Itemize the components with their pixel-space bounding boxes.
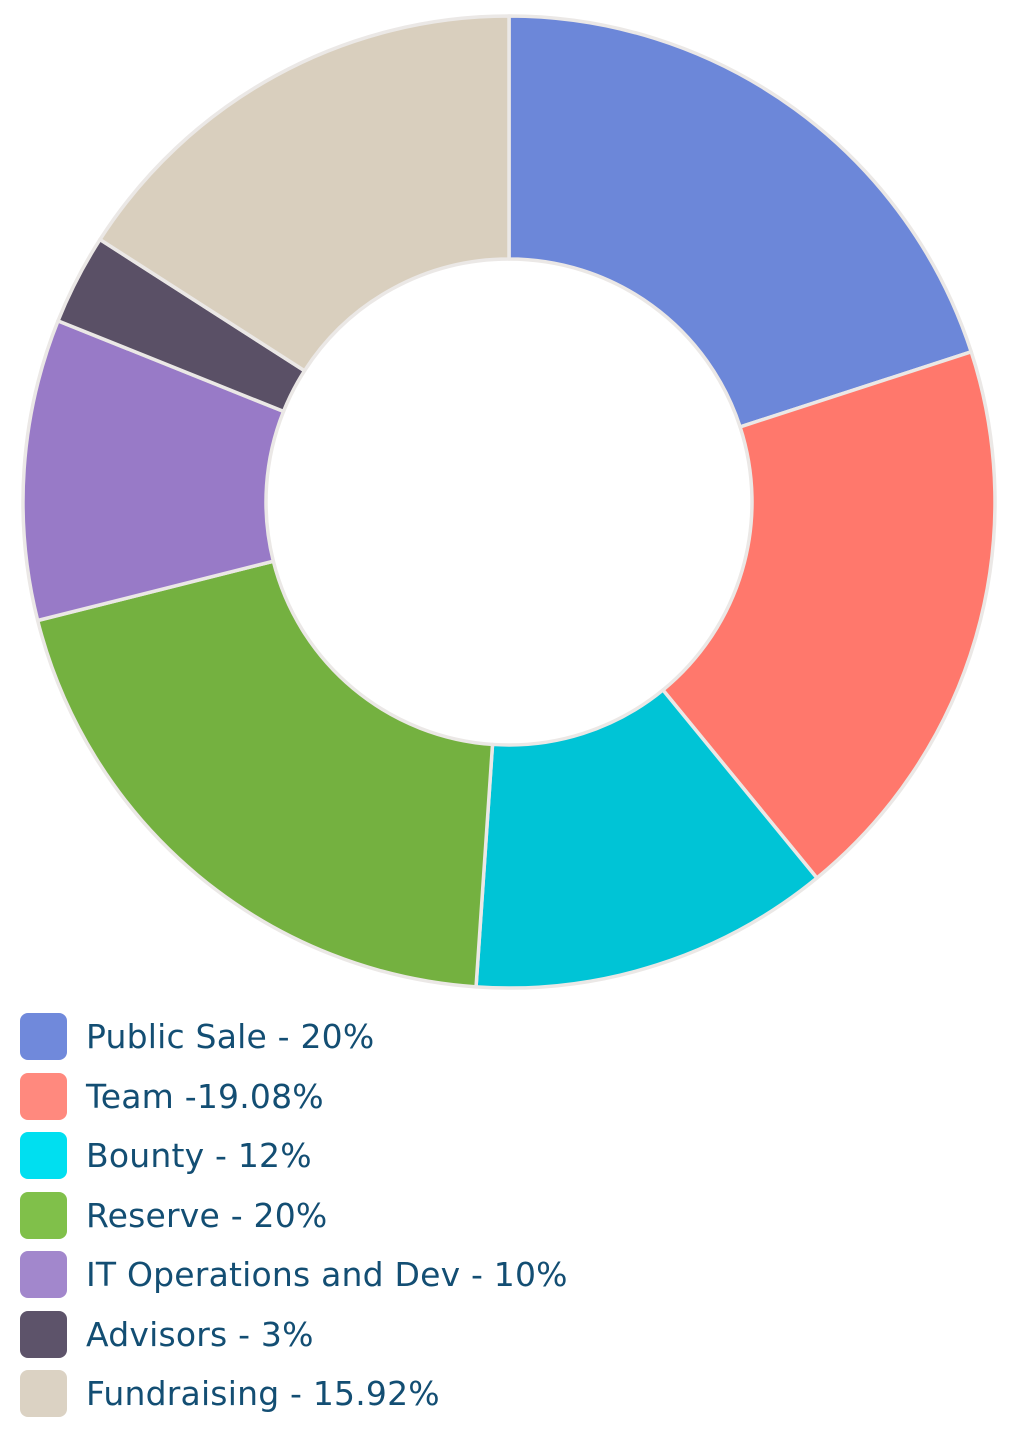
legend-label: IT Operations and Dev - 10%: [86, 1255, 568, 1295]
legend-swatch: [20, 1251, 67, 1299]
donut-chart: [21, 14, 997, 990]
donut-slice-public[interactable]: [507, 14, 973, 429]
legend: Public Sale - 20% Team -19.08% Bounty - …: [20, 1007, 568, 1424]
donut-slice-fundraising[interactable]: [98, 14, 511, 373]
legend-swatch: [20, 1132, 67, 1180]
legend-label: Reserve - 20%: [86, 1195, 328, 1235]
donut-slice-bounty[interactable]: [474, 688, 819, 990]
legend-item-advisors[interactable]: Advisors - 3%: [20, 1305, 568, 1365]
legend-item-it-operations[interactable]: IT Operations and Dev - 10%: [20, 1245, 568, 1305]
legend-item-reserve[interactable]: Reserve - 20%: [20, 1186, 568, 1246]
donut-slice-it[interactable]: [21, 319, 286, 623]
legend-label: Team -19.08%: [86, 1076, 324, 1116]
legend-swatch: [20, 1310, 67, 1358]
legend-swatch: [20, 1191, 67, 1239]
donut-slice-reserve[interactable]: [35, 559, 495, 989]
legend-item-bounty[interactable]: Bounty - 12%: [20, 1126, 568, 1186]
donut-slice-team[interactable]: [661, 350, 997, 880]
legend-swatch: [20, 1013, 67, 1061]
legend-label: Fundraising - 15.92%: [86, 1374, 440, 1414]
legend-label: Bounty - 12%: [86, 1136, 312, 1176]
legend-label: Advisors - 3%: [86, 1314, 314, 1354]
legend-swatch: [20, 1072, 67, 1120]
legend-swatch: [20, 1370, 67, 1418]
legend-item-public-sale[interactable]: Public Sale - 20%: [20, 1007, 568, 1067]
legend-label: Public Sale - 20%: [86, 1017, 375, 1057]
legend-item-fundraising[interactable]: Fundraising - 15.92%: [20, 1364, 568, 1424]
legend-item-team[interactable]: Team -19.08%: [20, 1067, 568, 1127]
